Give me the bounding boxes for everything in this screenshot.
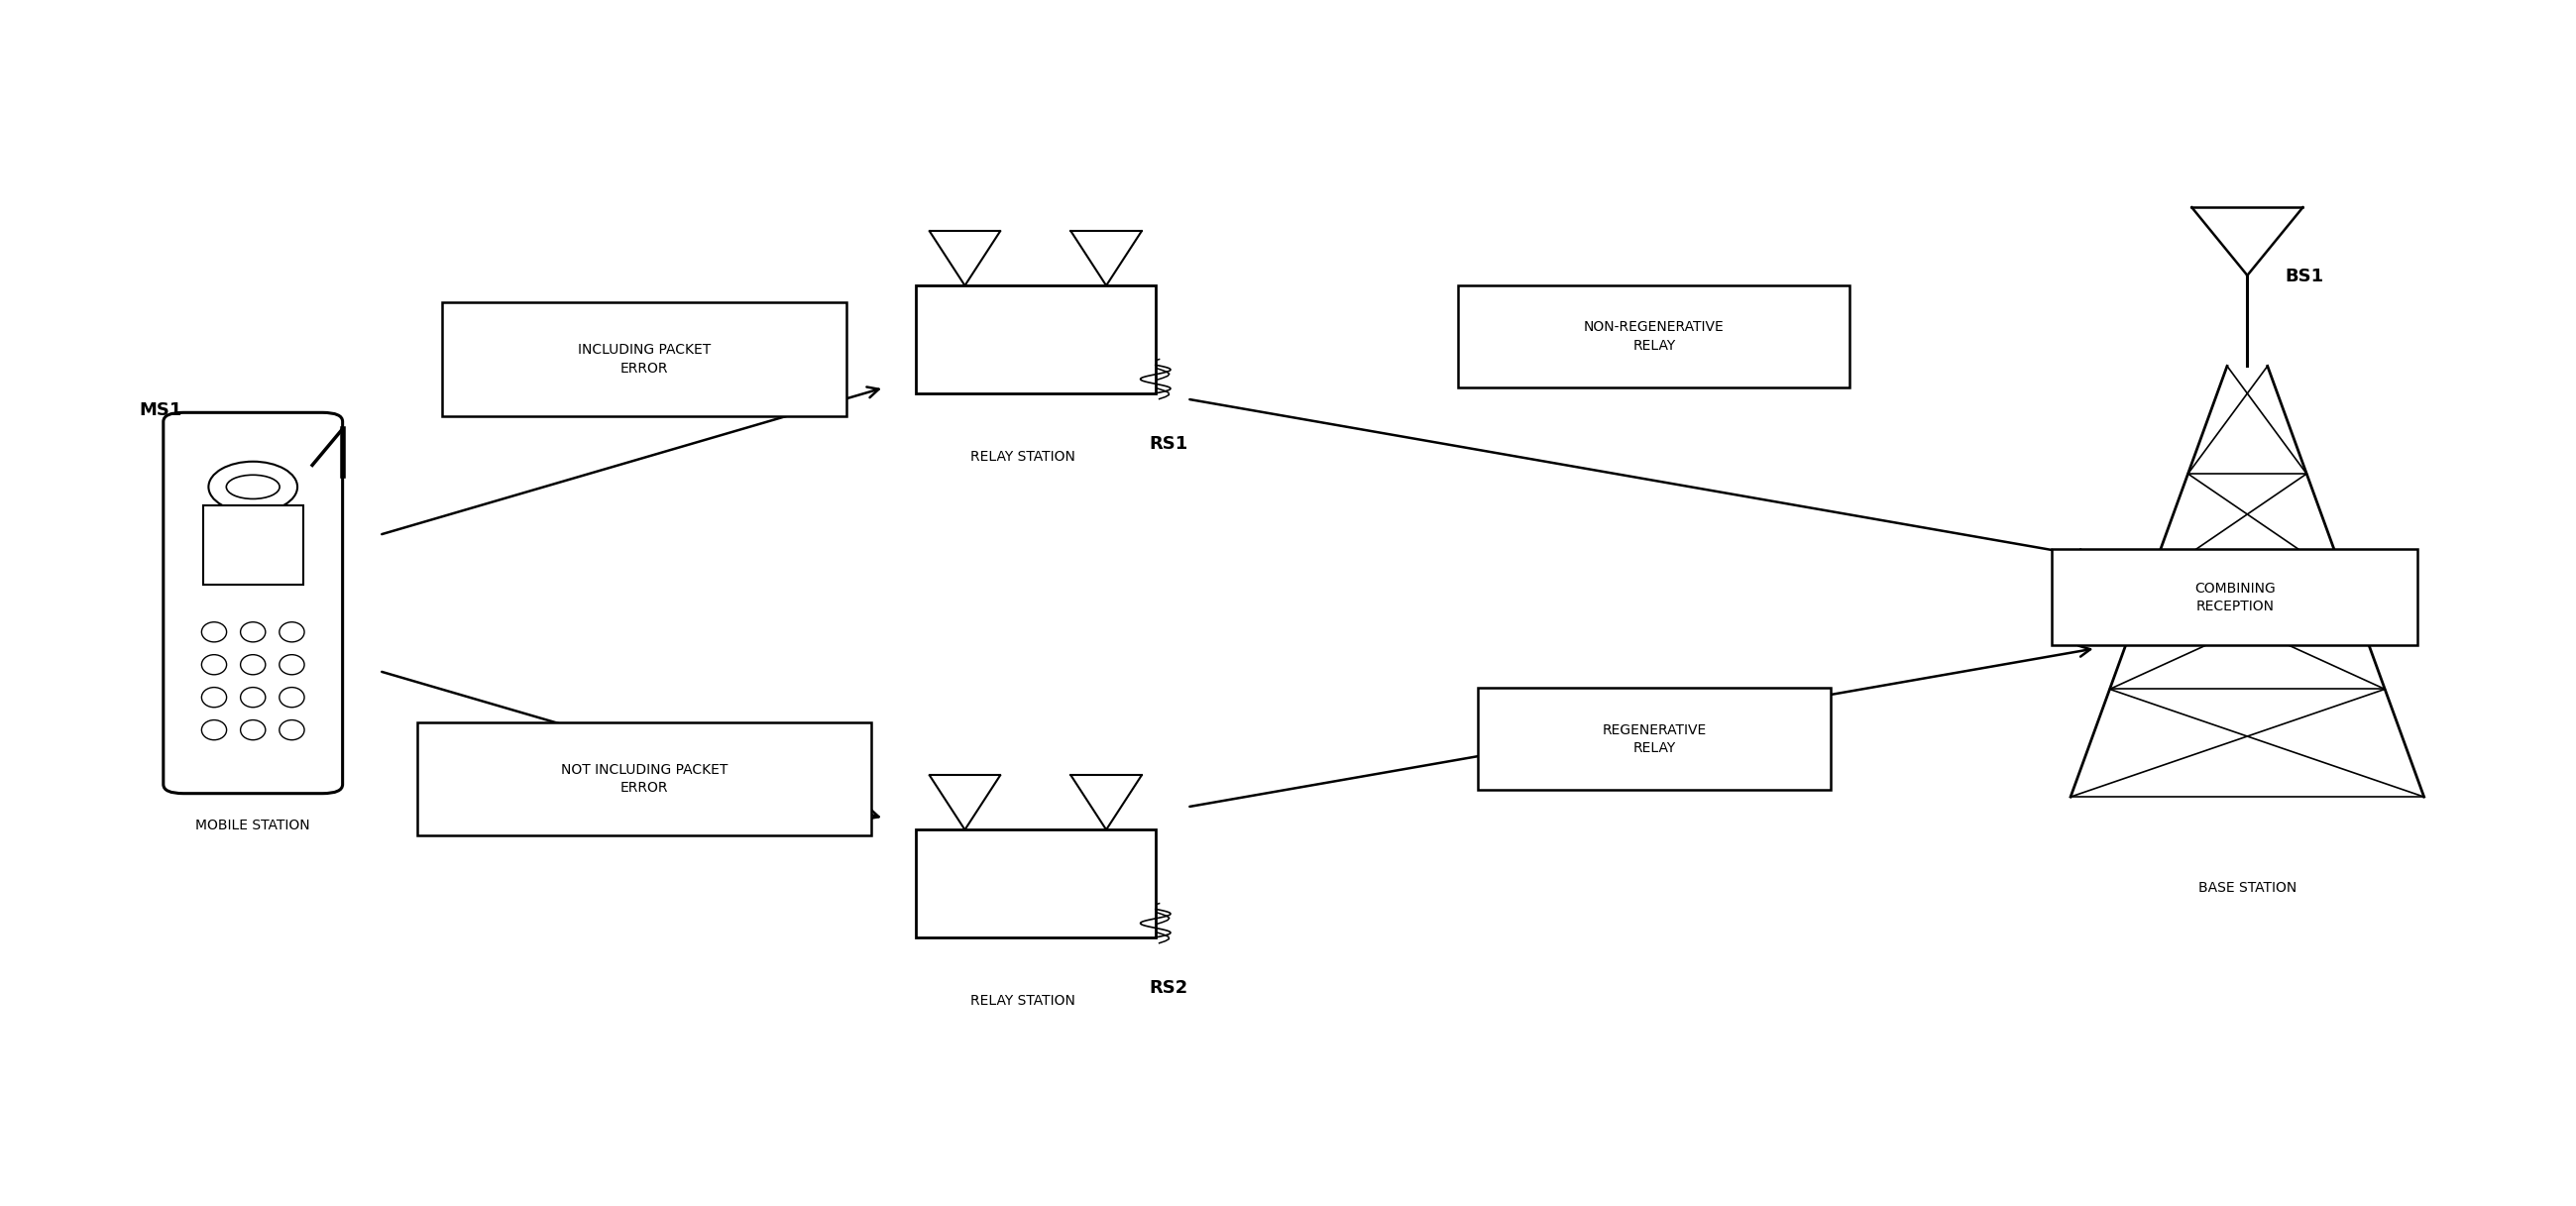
Text: COMBINING
RECEPTION: COMBINING RECEPTION <box>2195 581 2275 614</box>
Ellipse shape <box>278 720 304 740</box>
Text: MOBILE STATION: MOBILE STATION <box>196 819 309 832</box>
Text: INCLUDING PACKET
ERROR: INCLUDING PACKET ERROR <box>577 344 711 375</box>
Circle shape <box>227 475 281 499</box>
Bar <box>443 303 845 416</box>
Ellipse shape <box>278 655 304 674</box>
Text: REGENERATIVE
RELAY: REGENERATIVE RELAY <box>1602 722 1705 755</box>
Text: BS1: BS1 <box>2285 268 2324 286</box>
Bar <box>417 722 871 836</box>
Ellipse shape <box>240 687 265 707</box>
Ellipse shape <box>201 720 227 740</box>
Text: RELAY STATION: RELAY STATION <box>971 450 1074 464</box>
Text: NOT INCLUDING PACKET
ERROR: NOT INCLUDING PACKET ERROR <box>562 762 726 795</box>
Bar <box>1479 687 1832 790</box>
Text: MS1: MS1 <box>139 402 183 420</box>
Text: NON-REGENERATIVE
RELAY: NON-REGENERATIVE RELAY <box>1584 321 1723 352</box>
Bar <box>914 286 1157 393</box>
Bar <box>204 505 304 585</box>
Ellipse shape <box>201 687 227 707</box>
Ellipse shape <box>240 720 265 740</box>
Text: RELAY STATION: RELAY STATION <box>971 994 1074 1008</box>
Ellipse shape <box>278 687 304 707</box>
Ellipse shape <box>201 622 227 642</box>
Text: BASE STATION: BASE STATION <box>2197 880 2295 895</box>
Ellipse shape <box>209 462 296 513</box>
Ellipse shape <box>201 655 227 674</box>
FancyBboxPatch shape <box>162 412 343 794</box>
Bar <box>1458 286 1850 387</box>
Ellipse shape <box>240 622 265 642</box>
Bar <box>2050 549 2419 645</box>
Ellipse shape <box>240 655 265 674</box>
Text: RS1: RS1 <box>1149 435 1188 453</box>
Text: RS2: RS2 <box>1149 979 1188 997</box>
Bar <box>914 830 1157 937</box>
Ellipse shape <box>278 622 304 642</box>
